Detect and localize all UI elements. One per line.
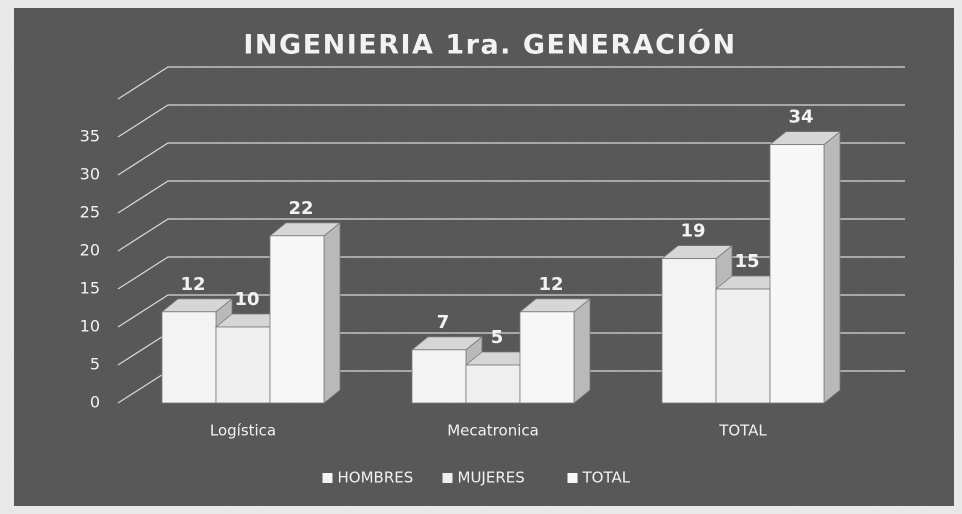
bar [161, 311, 217, 404]
grid-line [117, 256, 905, 290]
bar [465, 364, 521, 404]
grid-line [117, 294, 905, 328]
x-tick-label: TOTAL [718, 422, 767, 440]
bar-side [823, 130, 841, 404]
bar-side [573, 297, 591, 404]
bar [215, 326, 271, 404]
plot-area: 0 5 10 15 20 25 30 35 Logística 12 10 22 Mecatronica… [80, 66, 905, 487]
grid-line [117, 218, 905, 252]
grid-line [117, 142, 905, 176]
x-tick-label: Mecatronica [447, 422, 539, 440]
grid-line [117, 104, 905, 138]
legend-label: HOMBRES [338, 469, 414, 487]
legend-label: TOTAL [582, 469, 631, 487]
value-label: 19 [680, 221, 705, 242]
value-label: 7 [437, 312, 450, 333]
y-tick-label: 0 [90, 393, 100, 412]
bar [411, 349, 467, 404]
y-tick-label: 15 [80, 279, 100, 298]
y-tick-label: 25 [80, 203, 100, 222]
x-tick-label: Logística [210, 422, 276, 440]
y-tick-label: 30 [80, 165, 100, 184]
y-tick-label: 35 [80, 127, 100, 146]
legend: HOMBRES MUJERES TOTAL [322, 469, 631, 487]
value-label: 12 [180, 274, 205, 295]
grid-line [117, 180, 905, 214]
bar [715, 288, 771, 404]
value-label: 15 [734, 251, 759, 272]
y-tick-label: 20 [80, 241, 100, 260]
y-tick-label: 10 [80, 317, 100, 336]
bar [269, 235, 325, 404]
y-tick-label: 5 [90, 355, 100, 374]
chart-title: INGENIERIA 1ra. GENERACIÓN [243, 29, 736, 61]
bar [769, 144, 825, 404]
value-label: 5 [491, 327, 504, 348]
value-label: 12 [538, 274, 563, 295]
legend-swatch [567, 473, 578, 483]
value-label: 22 [288, 198, 313, 219]
legend-swatch [442, 473, 453, 483]
bar [519, 311, 575, 404]
bar-side [323, 221, 341, 404]
bar [661, 258, 717, 404]
legend-label: MUJERES [458, 469, 525, 487]
value-label: 34 [788, 107, 813, 128]
grid-line [117, 66, 905, 100]
legend-swatch [322, 473, 333, 483]
value-label: 10 [234, 289, 259, 310]
